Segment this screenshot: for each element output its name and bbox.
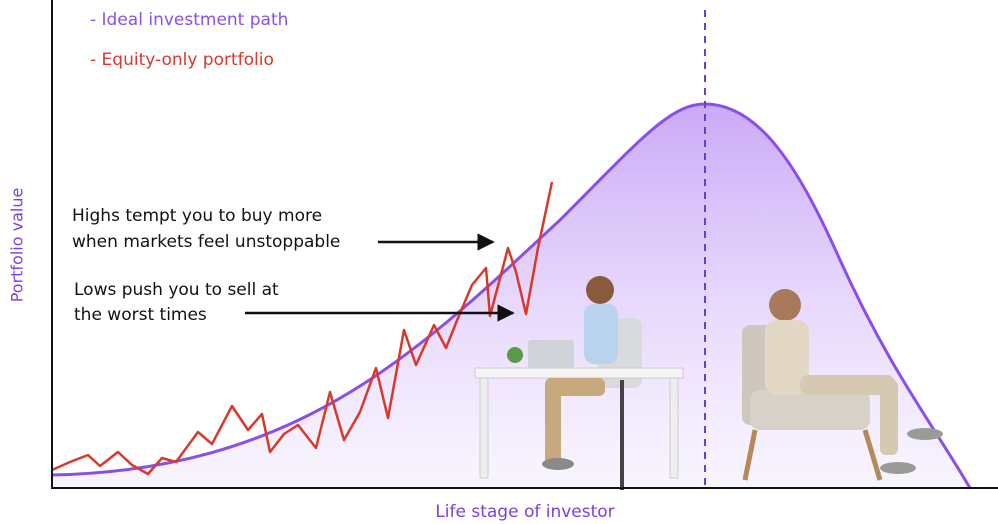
- legend-item: - Ideal investment path: [90, 10, 288, 30]
- x-axis-label: Life stage of investor: [435, 502, 614, 522]
- annotation: when markets feel unstoppable: [72, 232, 340, 252]
- annotation: the worst times: [74, 305, 207, 325]
- y-axis-label: Portfolio value: [8, 188, 27, 303]
- annotation: Lows push you to sell at: [74, 280, 279, 300]
- retired-person: [742, 289, 943, 481]
- annotation: Highs tempt you to buy more: [72, 206, 322, 226]
- equity-line: [51, 181, 554, 476]
- ideal-area: [52, 104, 970, 488]
- ideal-curve: [51, 102, 972, 489]
- legend-item: - Equity-only portfolio: [90, 50, 274, 70]
- working-person: [474, 276, 684, 490]
